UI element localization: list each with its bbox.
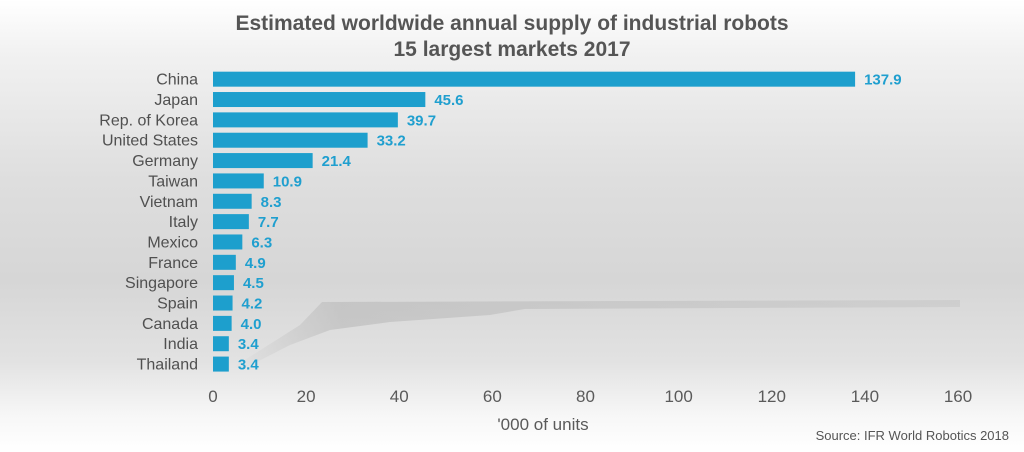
x-tick-label: 60 bbox=[483, 387, 502, 406]
bar bbox=[213, 275, 234, 291]
x-tick-label: 120 bbox=[758, 387, 786, 406]
x-tick-label: 0 bbox=[208, 387, 217, 406]
value-label: 4.5 bbox=[243, 275, 264, 292]
chart-subtitle: 15 largest markets 2017 bbox=[394, 38, 631, 61]
decorative-shadow bbox=[232, 300, 960, 368]
category-label: Thailand bbox=[137, 357, 198, 374]
value-label: 4.2 bbox=[242, 296, 263, 313]
bar bbox=[213, 234, 243, 250]
category-label: United States bbox=[102, 133, 198, 150]
category-label: Spain bbox=[157, 296, 198, 313]
x-tick-label: 40 bbox=[390, 387, 409, 406]
value-label: 6.3 bbox=[251, 234, 272, 251]
x-axis-ticks: 0 20 40 60 80 100 120 140 160 bbox=[208, 387, 972, 406]
category-label: Japan bbox=[154, 92, 198, 109]
value-label: 3.4 bbox=[238, 357, 260, 374]
value-label: 7.7 bbox=[258, 214, 279, 231]
bar bbox=[213, 153, 313, 169]
category-label: Singapore bbox=[125, 275, 198, 292]
value-labels: 137.9 45.6 39.733.2 21.4 10.9 8.3 7.7 6.3 4.9 4.5… bbox=[238, 72, 902, 374]
category-label: Italy bbox=[169, 214, 198, 231]
value-label: 4.9 bbox=[245, 255, 266, 272]
category-label: Canada bbox=[142, 316, 198, 333]
category-label: France bbox=[148, 255, 198, 272]
bar bbox=[213, 71, 856, 87]
bar bbox=[213, 214, 249, 230]
x-tick-label: 20 bbox=[297, 387, 316, 406]
bar bbox=[213, 112, 398, 128]
bar bbox=[213, 315, 232, 331]
bar bbox=[213, 193, 252, 209]
value-label: 4.0 bbox=[241, 316, 262, 333]
x-tick-label: 160 bbox=[944, 387, 972, 406]
value-label: 45.6 bbox=[434, 92, 463, 109]
x-tick-label: 140 bbox=[851, 387, 879, 406]
bar bbox=[213, 92, 426, 108]
bars bbox=[213, 71, 856, 372]
chart-title: Estimated worldwide annual supply of ind… bbox=[235, 12, 788, 35]
category-label: China bbox=[156, 72, 198, 89]
category-label: Taiwan bbox=[148, 173, 198, 190]
bar bbox=[213, 295, 233, 311]
value-label: 8.3 bbox=[261, 194, 282, 211]
category-labels: China Japan Rep. of Korea United States Germ… bbox=[99, 72, 198, 374]
bar bbox=[213, 254, 236, 270]
category-label: Germany bbox=[132, 153, 198, 170]
category-label: India bbox=[163, 336, 198, 353]
value-label: 3.4 bbox=[238, 336, 260, 353]
x-tick-label: 80 bbox=[576, 387, 595, 406]
value-label: 137.9 bbox=[864, 72, 902, 89]
bar bbox=[213, 336, 229, 352]
bar bbox=[213, 356, 229, 372]
category-label: Vietnam bbox=[140, 194, 198, 211]
value-label: 33.2 bbox=[377, 133, 406, 150]
category-label: Mexico bbox=[147, 234, 198, 251]
value-label: 10.9 bbox=[273, 173, 302, 190]
source-note: Source: IFR World Robotics 2018 bbox=[816, 428, 1009, 443]
bar bbox=[213, 132, 368, 148]
x-axis-title: '000 of units bbox=[497, 415, 588, 434]
category-label: Rep. of Korea bbox=[99, 112, 198, 129]
bar bbox=[213, 173, 264, 189]
value-label: 39.7 bbox=[407, 112, 436, 129]
value-label: 21.4 bbox=[322, 153, 352, 170]
x-tick-label: 100 bbox=[664, 387, 692, 406]
